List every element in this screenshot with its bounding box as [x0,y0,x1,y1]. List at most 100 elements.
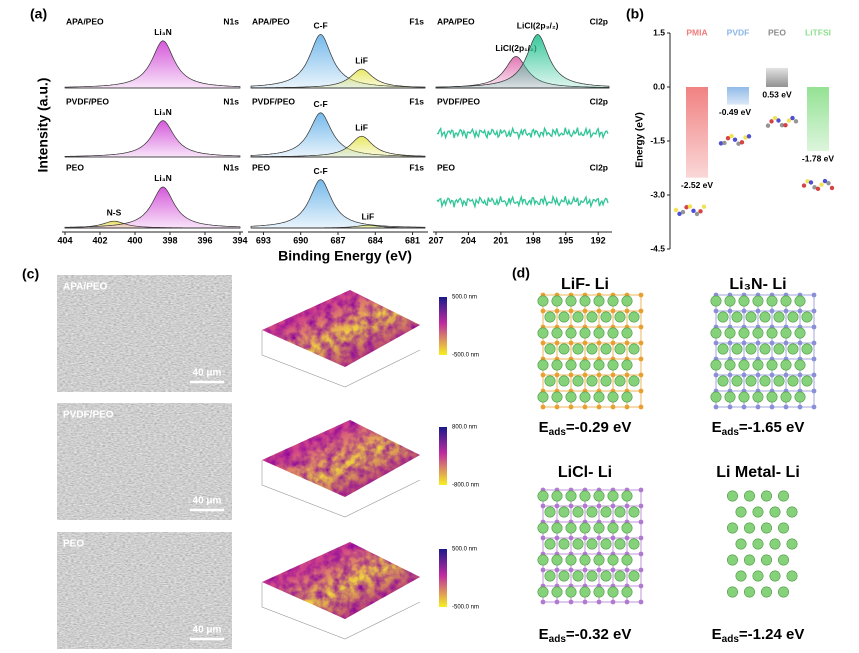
panel-label: (d) [512,265,530,281]
energy-value: =-0.32 eV [566,626,631,643]
li-atom [600,375,612,387]
li-atom [794,295,806,307]
li-atom [551,490,563,502]
molecule-atom [698,209,703,214]
li-atom [607,554,619,566]
molecule-atom [805,179,810,184]
lattice-atom [582,404,588,410]
li-atom [780,391,792,403]
lattice-atom [727,340,733,346]
li-atom [752,391,764,403]
molecule-atom [687,204,693,209]
energy-bar [807,87,829,152]
category-label: PEO [768,27,786,37]
molecule-atom [718,141,724,146]
crystal-model [537,487,644,605]
sample-label: PVDF/PEO [66,96,109,106]
x-tick-label: 398 [162,235,177,245]
li-atom [551,586,563,598]
li-atom [710,295,722,307]
li-atom [752,327,764,339]
molecule-atom [684,205,689,210]
lattice-atom [783,308,789,314]
lattice-atom [811,388,817,394]
panel-label: (b) [626,6,644,22]
li-atom [537,391,549,403]
li-atom [565,586,577,598]
lattice-atom [713,340,719,346]
li-atom [565,359,577,371]
li-atom [752,295,764,307]
xps-peak [250,112,426,158]
model-title: LiCl- Li [558,464,612,481]
li-atom [579,359,591,371]
energy-bar [766,67,788,87]
element-label: F1s [409,16,424,26]
colorbar [439,549,447,607]
li-atom [558,311,570,323]
noise-trace [436,126,609,141]
li-atom [544,538,556,550]
li-atom [558,375,570,387]
li-atom [579,554,591,566]
lattice-atom [610,340,616,346]
scale-bar-label: 40 μm [193,496,222,507]
li-atom [621,359,633,371]
li-atom [759,343,771,355]
li-atom [759,311,771,323]
peak-label: N-S [107,207,122,217]
sem-sample-label: PEO [63,539,84,550]
sem-image [57,403,232,520]
li-atom [628,570,640,582]
li-atom [769,506,781,518]
x-tick-label: 404 [57,235,72,245]
colorbar [439,297,447,355]
y-tick-label: 1.5 [653,27,665,37]
lattice-atom [797,340,803,346]
li-atom [766,295,778,307]
li-atom [773,375,785,387]
li-atom [558,506,570,518]
li-atom [786,570,798,582]
lattice-atom [811,372,817,378]
lattice-atom [540,599,546,605]
li-atom [593,391,605,403]
sem-sample-label: APA/PEO [63,282,107,293]
li-atom [544,343,556,355]
li-atom [777,554,789,566]
lattice-atom [568,308,574,314]
li-atom [586,570,598,582]
element-label: N1s [223,96,239,106]
lattice-atom [582,599,588,605]
molecule-atom [779,122,785,128]
li-atom [801,375,813,387]
li-atom [614,506,626,518]
peak-label: LiCl(2p₁/₂) [495,43,536,53]
x-tick-label: 207 [428,235,443,245]
li-atom [743,586,755,598]
crystal-model [537,292,644,410]
li-atom [537,359,549,371]
peak-label: C-F [314,21,328,31]
lattice-atom [769,340,775,346]
li-atom [614,538,626,550]
x-tick-label: 195 [558,235,573,245]
xps-peak [251,224,426,229]
li-atom [717,375,729,387]
lattice-atom [741,404,747,410]
lattice-atom [624,308,630,314]
sem-image [57,275,232,392]
peak-label: LiCl(2p₃/₂) [517,21,559,31]
li-atom [735,538,747,550]
li-atom [607,295,619,307]
li-atom [780,327,792,339]
li-atom [628,311,640,323]
value-label: 0.53 eV [762,89,792,99]
li-atom [724,295,736,307]
adsorption-energy: Eads=-0.29 eV [539,419,632,438]
li-atom [621,327,633,339]
sample-label: APA/PEO [437,16,475,26]
li-atom [537,490,549,502]
energy-bar [727,87,749,105]
li-atom [579,586,591,598]
